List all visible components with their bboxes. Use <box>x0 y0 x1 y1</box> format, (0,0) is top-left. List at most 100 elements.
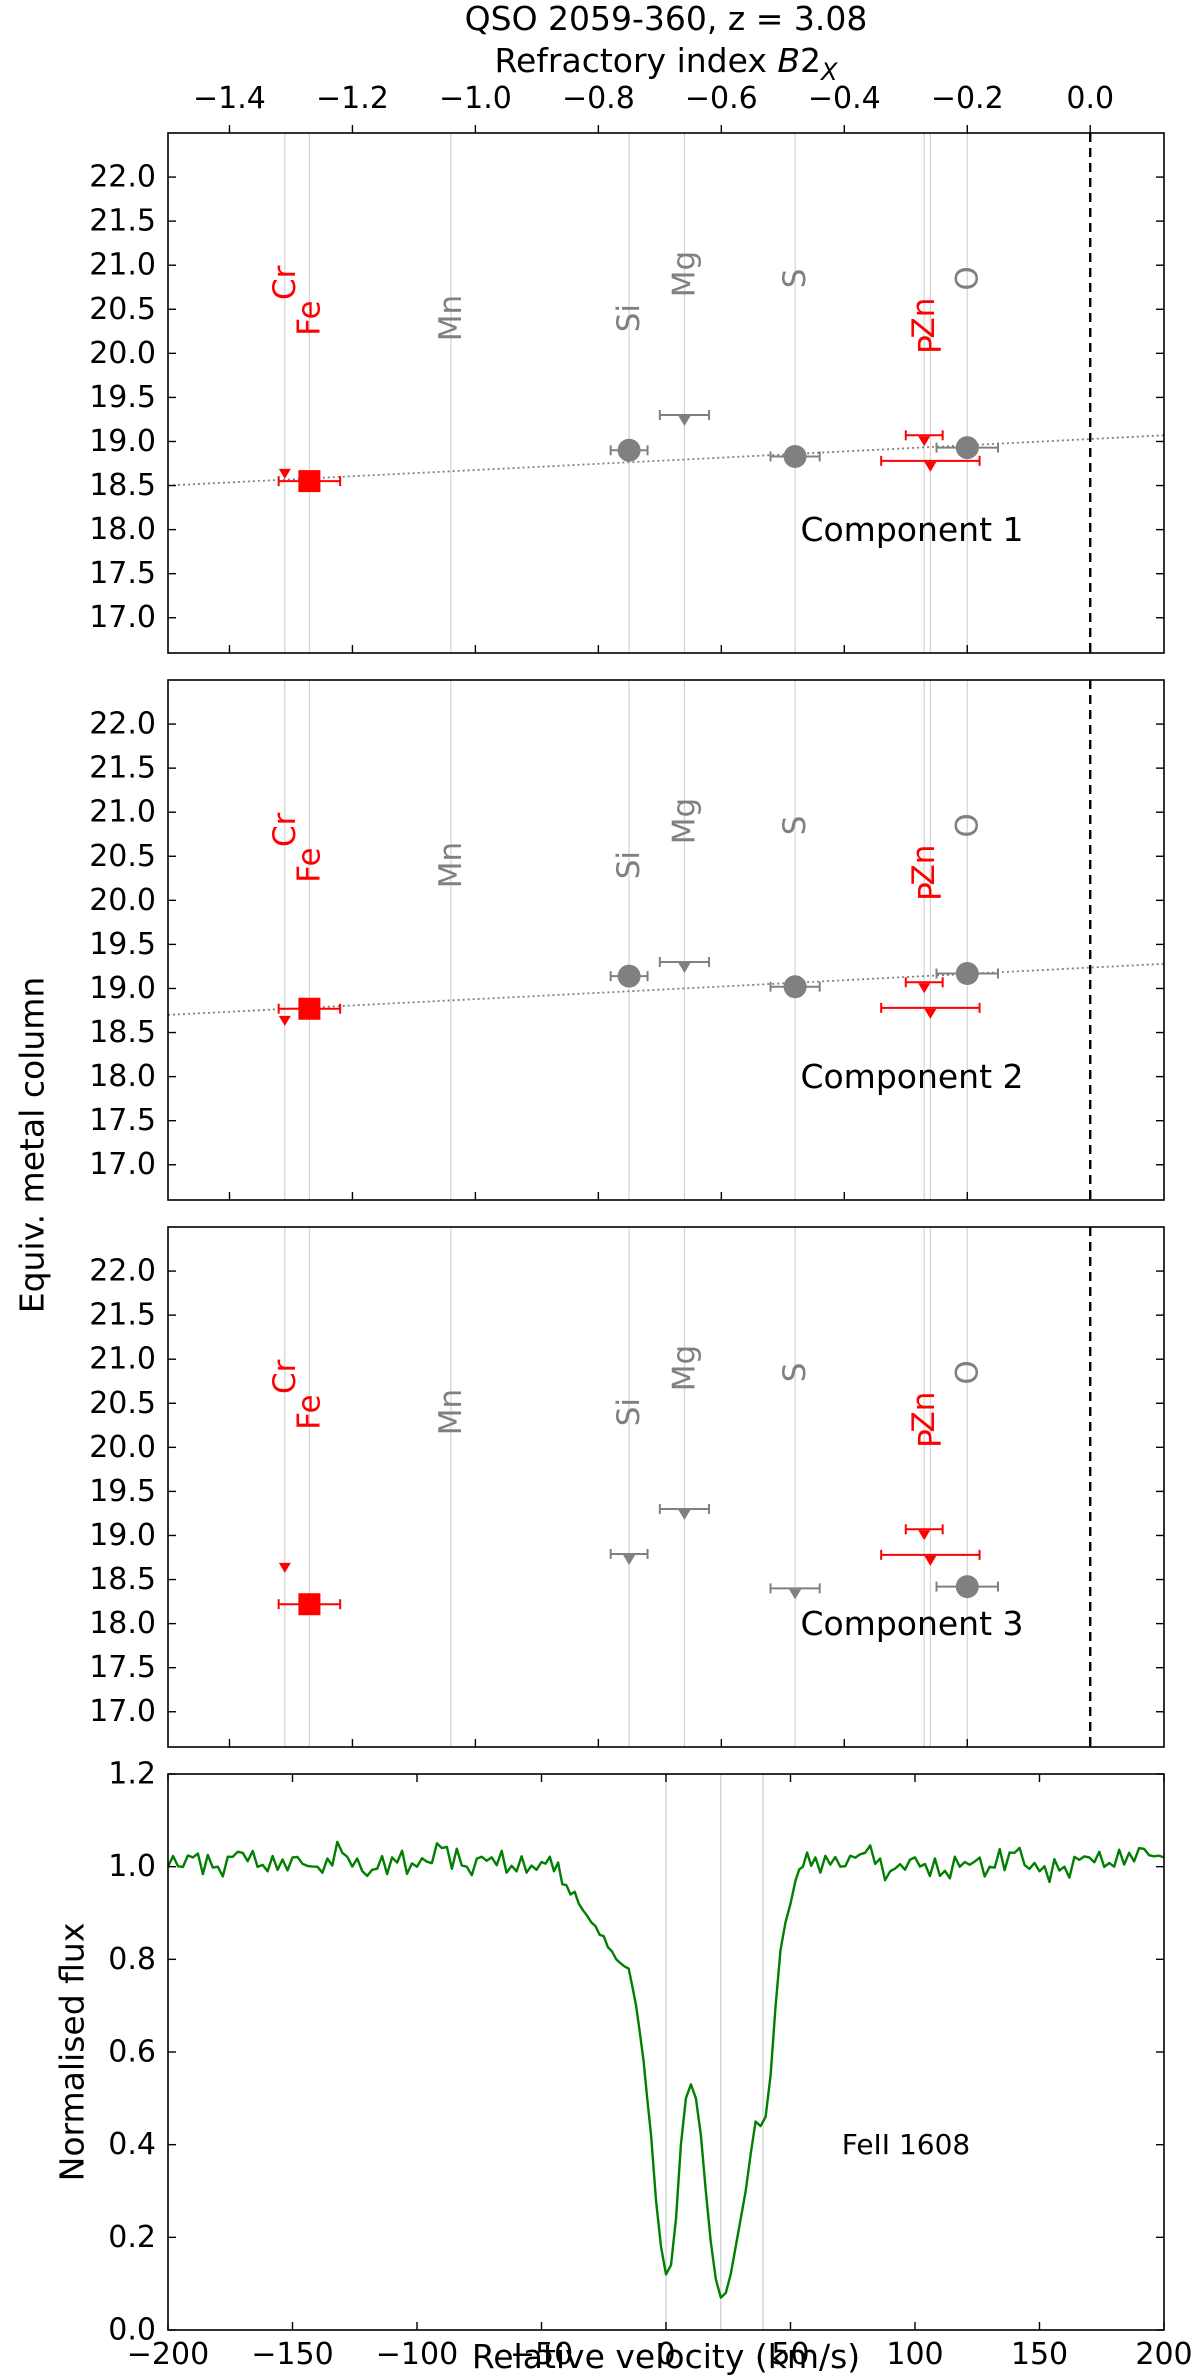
x-tick-label: 50 <box>771 2337 809 2372</box>
component-label: Component 1 <box>800 510 1023 549</box>
y-tick-label: 20.5 <box>89 1386 156 1421</box>
y-tick-label: 21.0 <box>89 1342 156 1377</box>
element-label-mg: Mg <box>666 251 702 297</box>
element-label-zn: Zn <box>906 845 942 886</box>
element-label-s: S <box>777 269 813 289</box>
data-circle <box>955 961 979 985</box>
y-tick-label: 22.0 <box>89 707 156 742</box>
data-square <box>298 470 321 493</box>
y-tick-label: 18.5 <box>89 1562 156 1597</box>
data-circle <box>783 975 807 999</box>
x-tick-label: 150 <box>1011 2337 1068 2372</box>
point-fe <box>277 997 342 1020</box>
y-tick-label: 22.0 <box>89 160 156 195</box>
top-axis-label-symbol: B <box>777 41 800 80</box>
element-label-si: Si <box>611 304 647 332</box>
y-tick-label: 17.0 <box>89 600 156 635</box>
data-circle <box>955 436 979 460</box>
element-label-mn: Mn <box>433 295 469 341</box>
axes-frames <box>167 125 1165 2331</box>
top-axis-label-digit: 2 <box>800 41 821 80</box>
y-tick-label: 1.0 <box>108 1849 156 1884</box>
top-x-tick-label: −1.0 <box>439 81 512 116</box>
top-x-tick-label: −0.4 <box>808 81 881 116</box>
y-tick-label: 18.5 <box>89 468 156 503</box>
element-label-mn: Mn <box>433 1389 469 1435</box>
data-circle <box>783 444 807 468</box>
point-cr <box>278 1562 291 1573</box>
element-label-cr: Cr <box>267 812 303 847</box>
y-tick-label: 21.0 <box>89 248 156 283</box>
y-tick-label: 19.5 <box>89 380 156 415</box>
element-label-fe: Fe <box>291 1394 327 1429</box>
element-label-zn: Zn <box>906 1392 942 1433</box>
upper-limit-arrow <box>678 963 691 974</box>
y-tick-label: 0.2 <box>108 2220 156 2255</box>
y-tick-label: 20.0 <box>89 336 156 371</box>
element-label-si: Si <box>611 1398 647 1426</box>
point-s <box>769 444 821 468</box>
plot-frame <box>167 679 1165 1201</box>
top-axis-label-text: Refractory index <box>495 41 778 80</box>
point-cr <box>278 468 291 479</box>
upper-limit-arrow <box>918 983 931 994</box>
upper-limit-arrow <box>924 461 937 472</box>
plot-frame <box>167 132 1165 654</box>
element-label-mg: Mg <box>666 1345 702 1391</box>
x-tick-label: −100 <box>376 2337 458 2372</box>
point-fe <box>277 470 342 493</box>
top-x-tick-label: −0.2 <box>931 81 1004 116</box>
y-tick-label: 0.6 <box>108 2035 156 2070</box>
element-label-s: S <box>777 816 813 836</box>
element-guide-lines <box>284 133 968 2330</box>
upper-limit-arrow <box>678 1510 691 1521</box>
component-label: Component 3 <box>800 1604 1023 1643</box>
point-si <box>609 1548 649 1565</box>
chart-marks <box>166 133 1165 2299</box>
element-label-fe: Fe <box>291 300 327 335</box>
data-circle <box>617 964 641 988</box>
y-tick-label: 1.2 <box>108 1757 156 1792</box>
top-x-tick-label: −1.4 <box>193 81 266 116</box>
upper-limit-arrow <box>678 416 691 427</box>
top-x-tick-label: −0.6 <box>685 81 758 116</box>
upper-limit-arrow <box>924 1555 937 1566</box>
y-tick-label: 18.0 <box>89 1059 156 1094</box>
point-o <box>935 1575 999 1599</box>
element-label-o: O <box>949 1360 985 1384</box>
x-tick-label: 0 <box>656 2337 675 2372</box>
y-tick-label: 17.5 <box>89 1650 156 1685</box>
y-tick-label: 0.4 <box>108 2127 156 2162</box>
element-label-cr: Cr <box>267 265 303 300</box>
y-tick-label: 18.0 <box>89 1606 156 1641</box>
x-tick-label: −150 <box>251 2337 333 2372</box>
point-si <box>609 438 649 462</box>
shared-y-axis-label: Equiv. metal column <box>13 977 52 1314</box>
point-p <box>880 1549 981 1566</box>
element-label-si: Si <box>611 851 647 879</box>
element-label-cr: Cr <box>267 1359 303 1394</box>
data-square <box>298 997 321 1020</box>
point-cr <box>278 1015 291 1026</box>
element-label-zn: Zn <box>906 298 942 339</box>
element-label-mg: Mg <box>666 798 702 844</box>
y-tick-label: 20.0 <box>89 1430 156 1465</box>
y-tick-label: 21.5 <box>89 751 156 786</box>
y-tick-label: 19.5 <box>89 1474 156 1509</box>
y-tick-label: 0.8 <box>108 1942 156 1977</box>
y-tick-label: 21.5 <box>89 204 156 239</box>
x-axis-label: Relative velocity (km/s) <box>472 2337 860 2376</box>
y-tick-label: 20.5 <box>89 292 156 327</box>
y-tick-label: 18.5 <box>89 1015 156 1050</box>
upper-limit-arrow <box>918 1530 931 1541</box>
y-tick-label: 20.5 <box>89 839 156 874</box>
top-x-tick-label: −0.8 <box>562 81 635 116</box>
element-label-o: O <box>949 813 985 837</box>
point-p <box>880 1002 981 1019</box>
top-axis-label: Refractory index B2X <box>495 41 838 86</box>
element-label-o: O <box>949 266 985 290</box>
point-mg <box>658 1504 711 1521</box>
y-tick-label: 19.0 <box>89 1518 156 1553</box>
